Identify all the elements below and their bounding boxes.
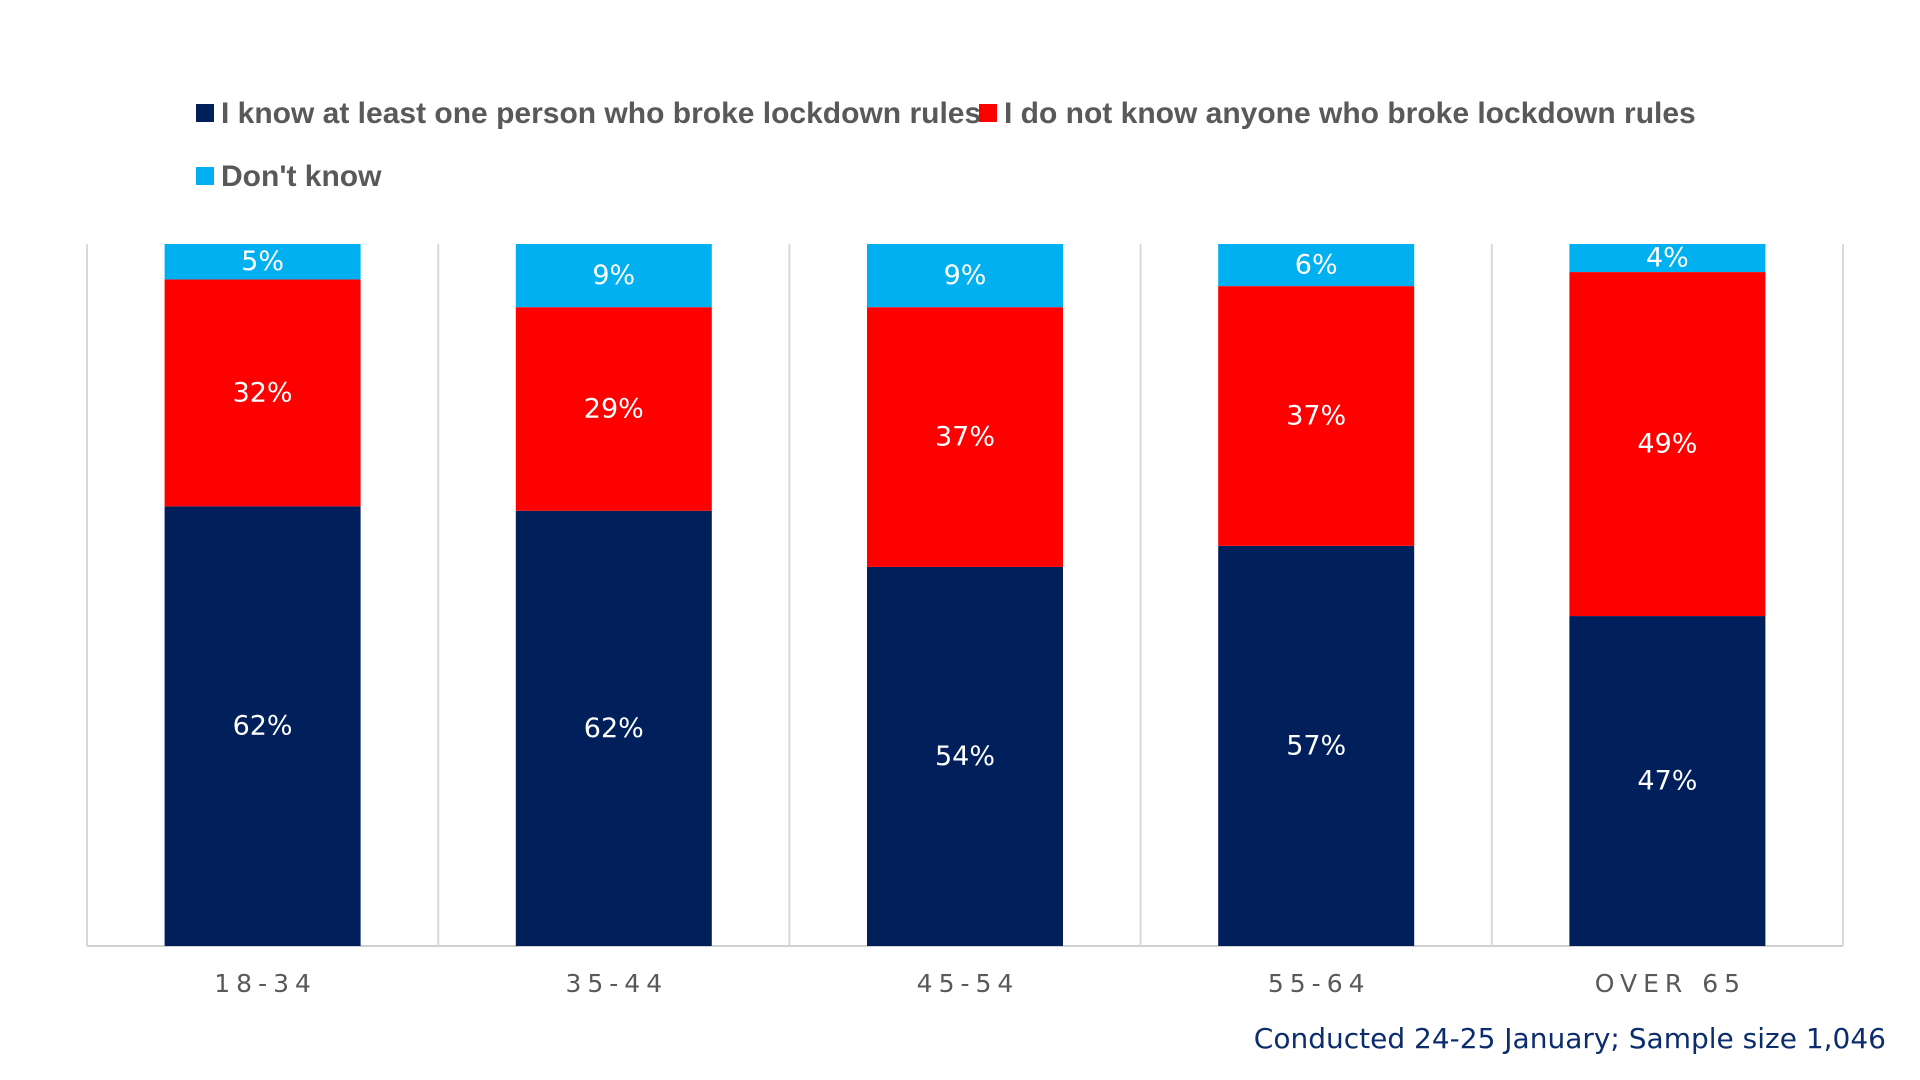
data-label: 9%	[944, 260, 987, 291]
data-label: 54%	[935, 741, 995, 772]
bar-18-34-don-t-know	[164, 244, 361, 280]
category-axis: 18-34 35-44 45-54 55-64 OVER 65	[214, 969, 1746, 998]
bar-55-64-i-know-at-least-one-pers	[1218, 545, 1415, 946]
data-label: 37%	[935, 422, 995, 453]
data-label: 57%	[1286, 730, 1346, 761]
bar-over-65-i-know-at-least-one-pers	[1569, 616, 1766, 946]
legend: I know at least one person who broke loc…	[196, 97, 1696, 193]
data-label: 47%	[1637, 766, 1697, 797]
bar-45-54-i-know-at-least-one-pers	[867, 566, 1063, 946]
bar-55-64-don-t-know	[1218, 244, 1415, 287]
bars	[164, 244, 1766, 946]
category-label: 55-64	[1268, 969, 1371, 998]
legend-swatch	[196, 167, 214, 185]
bar-35-44-i-know-at-least-one-pers	[515, 510, 712, 946]
bar-35-44-i-do-not-know-anyone-who	[515, 307, 712, 511]
legend-swatch	[979, 104, 997, 122]
data-label: 9%	[592, 260, 635, 291]
legend-label: Don't know	[221, 160, 382, 193]
data-label: 32%	[233, 377, 293, 408]
category-label: OVER 65	[1595, 969, 1746, 998]
legend-label: I do not know anyone who broke lockdown …	[1004, 97, 1696, 130]
data-label: 5%	[241, 246, 284, 277]
footnote: Conducted 24-25 January; Sample size 1,0…	[1253, 1022, 1886, 1055]
data-label: 49%	[1637, 429, 1697, 460]
data-label: 29%	[584, 393, 644, 424]
data-labels: 62% 32% 5% 62% 29% 9% 54% 37% 9% 57% 37% 6% 47% 49% 4%	[233, 243, 1698, 797]
bar-35-44-don-t-know	[515, 244, 712, 308]
bar-over-65-i-do-not-know-anyone-who	[1569, 272, 1766, 617]
data-label: 4%	[1646, 243, 1689, 274]
bar-45-54-don-t-know	[867, 244, 1063, 308]
data-label: 62%	[584, 713, 644, 744]
data-label: 37%	[1286, 400, 1346, 431]
data-label: 62%	[233, 711, 293, 742]
bar-45-54-i-do-not-know-anyone-who	[867, 307, 1063, 567]
legend-label: I know at least one person who broke loc…	[221, 97, 981, 130]
bar-over-65-don-t-know	[1569, 244, 1766, 273]
category-label: 35-44	[565, 969, 668, 998]
bar-18-34-i-know-at-least-one-pers	[164, 506, 361, 946]
bar-55-64-i-do-not-know-anyone-who	[1218, 286, 1415, 546]
category-label: 18-34	[214, 969, 317, 998]
data-label: 6%	[1295, 250, 1338, 281]
legend-swatch	[196, 104, 214, 122]
bar-18-34-i-do-not-know-anyone-who	[164, 279, 361, 507]
category-label: 45-54	[917, 969, 1020, 998]
